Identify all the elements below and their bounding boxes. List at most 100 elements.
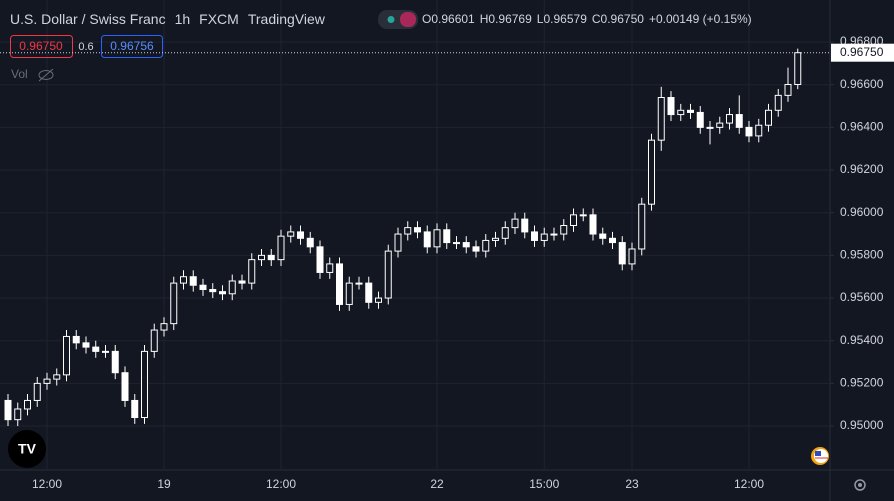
candle-body	[628, 248, 636, 265]
candle-body	[180, 276, 187, 284]
h-label: H	[480, 12, 489, 26]
y-tick-label: 0.95800	[840, 248, 884, 262]
candle-body	[404, 227, 412, 235]
candle-body	[345, 282, 353, 305]
candle-body	[511, 218, 519, 229]
candle-body	[199, 284, 207, 291]
ask-price: 0.96756	[110, 39, 154, 53]
candle-body	[501, 227, 509, 239]
candle-body	[599, 233, 607, 239]
candle-body	[462, 242, 470, 248]
candle-body	[384, 250, 392, 299]
eye-icon[interactable]	[38, 68, 54, 82]
candle-body	[14, 408, 22, 421]
candle-body	[521, 218, 529, 233]
candle-body	[453, 242, 460, 245]
candle-body	[209, 289, 217, 293]
bid-price: 0.96750	[19, 39, 63, 53]
symbol-title: U.S. Dollar / Swiss Franc	[10, 11, 166, 27]
last-price-label: 0.96750	[840, 45, 884, 59]
candle-body	[638, 203, 646, 250]
candle-body	[716, 122, 724, 128]
h-value: 0.96769	[488, 12, 532, 26]
candle-body	[726, 114, 733, 124]
candle-body	[238, 280, 246, 284]
candle-body	[735, 114, 743, 128]
y-tick-label: 0.96600	[840, 77, 884, 91]
candle-body	[648, 139, 655, 205]
x-tick-label: 12:00	[734, 477, 764, 491]
source: FXCM	[199, 11, 239, 27]
candle-body	[287, 231, 295, 237]
x-tick-label: 19	[157, 477, 171, 491]
candle-body	[141, 350, 148, 419]
candle-body	[82, 342, 90, 348]
candle-body	[394, 233, 402, 252]
candle-body	[550, 233, 558, 236]
candle-body	[696, 111, 704, 128]
y-tick-label: 0.95400	[840, 333, 884, 347]
y-tick-label: 0.96200	[840, 162, 884, 176]
candle-body	[63, 335, 70, 376]
c-label: C	[592, 12, 601, 26]
y-tick-label: 0.95200	[840, 376, 884, 390]
candle-body	[297, 231, 304, 239]
candle-body	[570, 214, 577, 227]
candle-body	[589, 214, 597, 235]
candle-body	[150, 329, 158, 352]
candle-body	[355, 282, 363, 285]
change: +0.00149 (+0.15%)	[649, 12, 752, 26]
candle-body	[667, 96, 675, 116]
interval: 1h	[175, 11, 191, 27]
candle-body	[433, 229, 441, 248]
last-price-tag	[831, 43, 894, 62]
candle-body	[414, 227, 421, 233]
candle-body	[365, 282, 373, 303]
candle-body	[540, 233, 548, 241]
c-value: 0.96750	[601, 12, 645, 26]
candle-body	[306, 237, 314, 248]
spread: 0.6	[78, 41, 93, 53]
candle-body	[745, 126, 753, 137]
candle-body	[72, 335, 80, 344]
candle-body	[609, 237, 616, 244]
y-tick-label: 0.96000	[840, 205, 884, 219]
buy-box[interactable]	[101, 35, 163, 58]
candle-body	[618, 242, 626, 265]
y-tick-label: 0.95000	[840, 418, 884, 432]
candles	[4, 48, 802, 427]
candle-body	[111, 350, 119, 374]
candle-body	[131, 399, 139, 419]
candle-body	[443, 229, 451, 244]
flag-icon	[811, 447, 829, 465]
candle-body	[248, 259, 256, 284]
candle-body	[687, 109, 694, 113]
candle-body	[316, 246, 324, 273]
candle-body	[326, 263, 334, 273]
candle-body	[219, 291, 226, 295]
candle-body	[492, 237, 499, 241]
candle-body	[677, 109, 685, 116]
candle-body	[579, 214, 587, 217]
candle-body	[657, 96, 665, 141]
x-tick-label: 12:00	[266, 477, 296, 491]
x-tick-label: 12:00	[32, 477, 62, 491]
svg-text:TV: TV	[18, 441, 37, 457]
y-tick-label: 0.95600	[840, 290, 884, 304]
candle-body	[472, 246, 480, 252]
platform: TradingView	[248, 11, 326, 27]
o-value: 0.96601	[431, 12, 475, 26]
candle-body	[24, 399, 31, 410]
candle-body	[423, 231, 431, 248]
x-tick-label: 22	[430, 477, 444, 491]
candle-body	[43, 378, 51, 384]
l-value: 0.96579	[543, 12, 587, 26]
candle-body	[765, 109, 772, 126]
candle-body	[267, 254, 275, 261]
candle-body	[170, 282, 178, 325]
sell-box[interactable]	[10, 35, 73, 58]
candle-body	[706, 126, 714, 129]
settings-icon[interactable]	[854, 479, 866, 491]
